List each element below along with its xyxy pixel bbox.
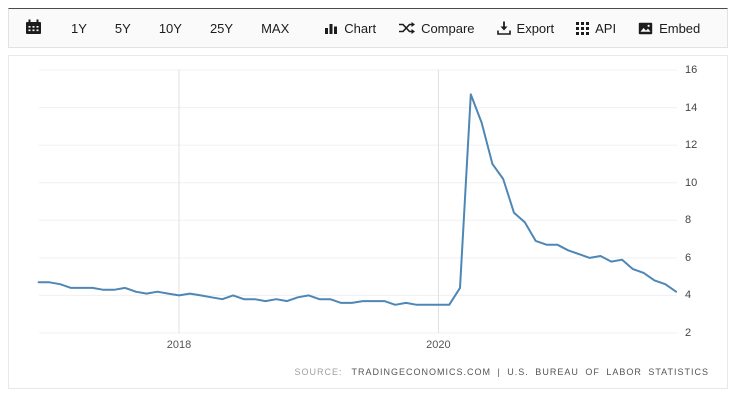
y-axis-tick-label: 2 — [685, 327, 692, 339]
chart-plot-area[interactable]: 2 4 6 8 10 12 14 16 2018 2020 — [9, 56, 727, 358]
action-label: Export — [516, 20, 555, 36]
chart-type-button[interactable]: Chart — [314, 13, 386, 44]
range-button-5y[interactable]: 5Y — [102, 13, 144, 44]
bar-chart-icon — [324, 21, 338, 35]
y-axis-tick-label: 12 — [685, 139, 698, 152]
y-axis-tick-label: 8 — [685, 214, 692, 227]
source-attribution: SOURCE: TRADINGECONOMICS.COM | U.S. BURE… — [9, 358, 727, 386]
range-button-1y[interactable]: 1Y — [58, 13, 100, 44]
x-axis-tick-label: 2020 — [426, 339, 451, 351]
action-label: API — [595, 20, 617, 36]
y-axis-tick-label: 6 — [685, 251, 692, 264]
embed-button[interactable]: Embed — [628, 13, 710, 44]
image-icon — [638, 22, 653, 35]
action-label: Embed — [659, 20, 701, 36]
export-button[interactable]: Export — [487, 13, 565, 44]
unemployment-line-chart — [37, 69, 678, 334]
api-button[interactable]: API — [566, 13, 626, 44]
range-button-10y[interactable]: 10Y — [146, 13, 195, 44]
y-axis-tick-label: 4 — [685, 289, 692, 302]
compare-button[interactable]: Compare — [388, 13, 484, 44]
grid-icon — [576, 21, 590, 35]
range-button-max[interactable]: MAX — [248, 13, 302, 44]
calendar-button[interactable] — [19, 13, 48, 44]
download-icon — [496, 21, 511, 35]
y-axis-tick-label: 16 — [685, 64, 698, 76]
y-axis-tick-label: 14 — [685, 101, 698, 114]
range-button-25y[interactable]: 25Y — [197, 13, 246, 44]
chart-card: 2 4 6 8 10 12 14 16 2018 2020 SOURCE: TRADINGECO… — [8, 55, 728, 389]
y-axis-tick-label: 10 — [685, 176, 698, 189]
shuffle-icon — [398, 21, 416, 35]
chart-toolbar: 1Y 5Y 10Y 25Y MAX Chart — [8, 8, 728, 48]
source-label: SOURCE: — [294, 367, 343, 377]
calendar-icon — [25, 19, 42, 38]
action-label: Compare — [421, 20, 475, 36]
action-label: Chart — [344, 20, 377, 36]
source-text: TRADINGECONOMICS.COM | U.S. BUREAU OF LA… — [351, 367, 709, 377]
x-axis-tick-label: 2018 — [166, 339, 192, 351]
